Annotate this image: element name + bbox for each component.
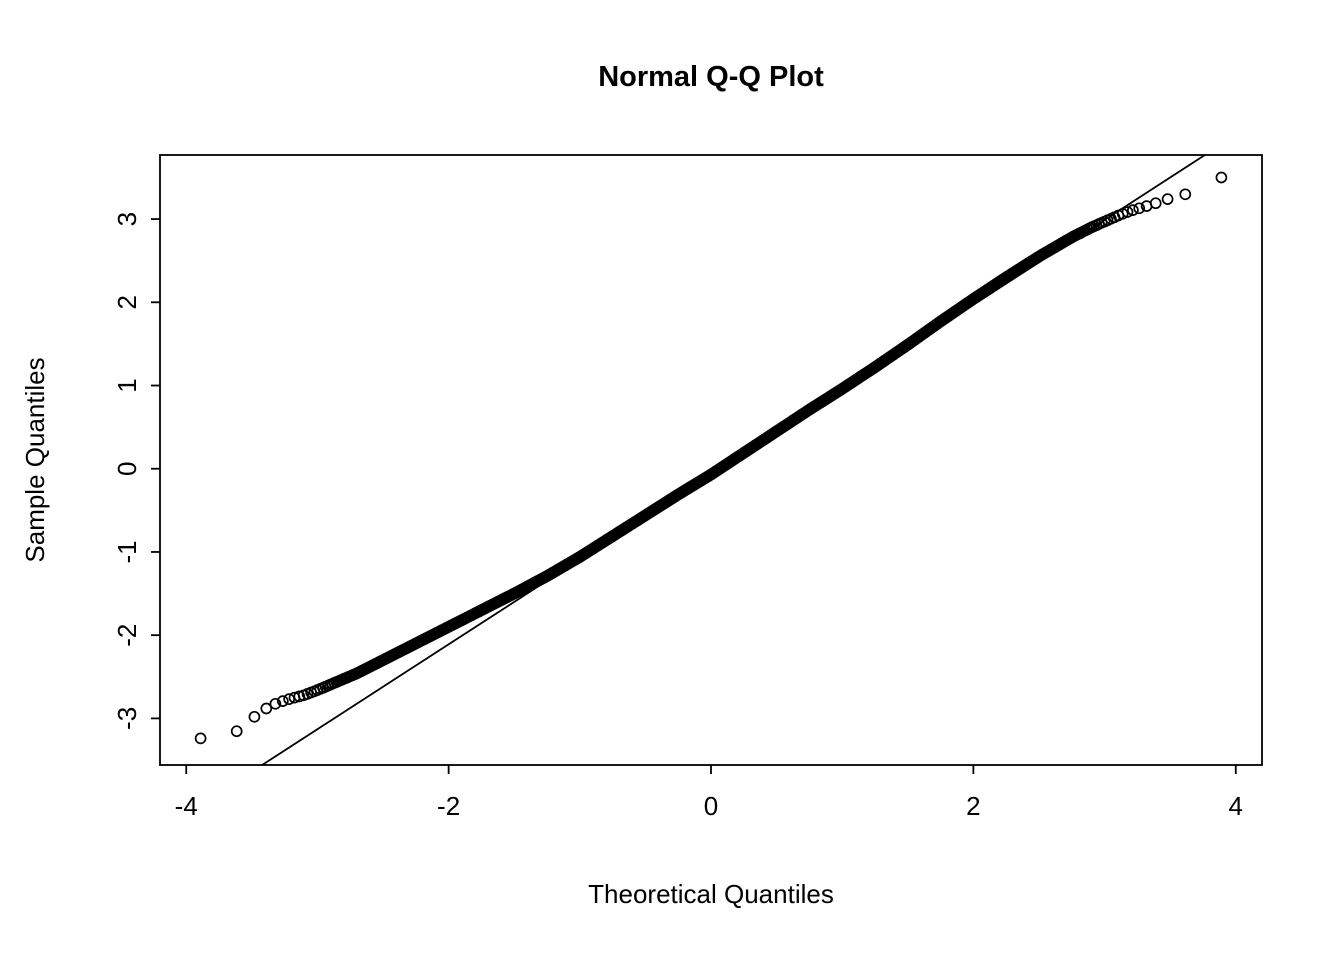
plot-box xyxy=(159,154,1263,766)
y-tick-label: -3 xyxy=(112,707,142,730)
x-tick-label: 0 xyxy=(704,791,718,821)
axis-ticks: -4 -2 0 2 4 -3 -2 -1 0 1 2 3 xyxy=(112,212,1243,821)
y-tick-label: -1 xyxy=(112,540,142,563)
y-axis-label: Sample Quantiles xyxy=(20,357,50,562)
y-tick-label: -2 xyxy=(112,624,142,647)
qq-points xyxy=(194,171,1228,745)
x-tick-label: -2 xyxy=(437,791,460,821)
y-tick-label: 2 xyxy=(112,295,142,309)
y-tick-label: 0 xyxy=(112,462,142,476)
y-tick-label: 3 xyxy=(112,212,142,226)
chart-title: Normal Q-Q Plot xyxy=(598,61,824,93)
x-tick-label: 2 xyxy=(966,791,980,821)
y-tick-label: 1 xyxy=(112,378,142,392)
x-tick-label: 4 xyxy=(1229,791,1243,821)
x-tick-label: -4 xyxy=(175,791,198,821)
x-axis-label: Theoretical Quantiles xyxy=(588,879,834,909)
